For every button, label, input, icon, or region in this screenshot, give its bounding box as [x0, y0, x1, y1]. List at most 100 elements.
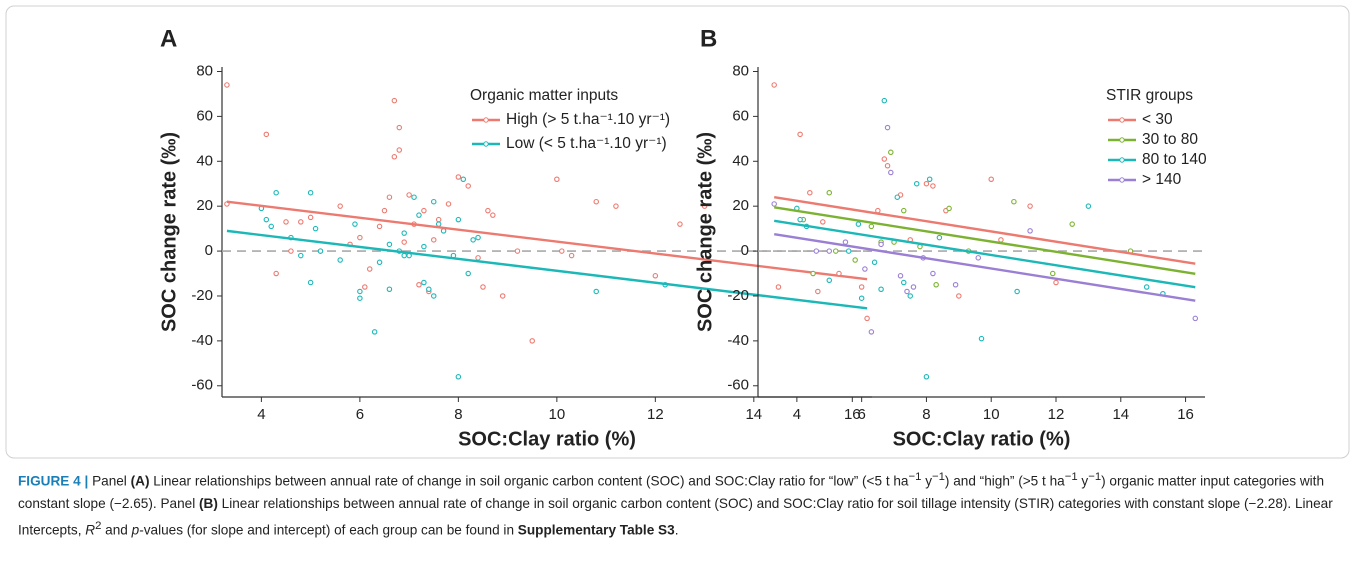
- caption-run: ) organic matter input categories with c…: [18, 473, 1325, 511]
- x-tick-label: 8: [454, 406, 462, 423]
- data-point: [836, 270, 842, 277]
- data-point: [455, 174, 462, 180]
- legend-swatch-point: [1119, 177, 1125, 183]
- x-tick-label: 8: [922, 406, 930, 423]
- data-point: [445, 201, 452, 207]
- legend-label: 30 to 80: [1142, 131, 1198, 148]
- data-point: [490, 212, 496, 218]
- data-point: [357, 288, 363, 295]
- data-point: [435, 221, 442, 227]
- fit-line: [774, 196, 1196, 265]
- data-point: [362, 284, 368, 290]
- data-point: [426, 286, 432, 292]
- caption-run: ) and “high” (>5 t ha: [944, 473, 1065, 489]
- data-point: [455, 374, 462, 380]
- caption: FIGURE 4 | Panel (A) Linear relationship…: [18, 466, 1340, 541]
- x-tick-label: 12: [647, 406, 664, 423]
- fit-line: [774, 206, 1196, 275]
- caption-run: −1: [932, 471, 945, 483]
- fit-line: [226, 229, 868, 310]
- data-point: [1027, 228, 1033, 234]
- data-point: [554, 176, 560, 182]
- x-tick-label: 10: [983, 406, 1000, 423]
- data-point: [470, 237, 476, 243]
- y-tick-label: 60: [732, 107, 749, 124]
- data-point: [878, 286, 884, 292]
- data-point: [901, 279, 907, 286]
- data-point: [224, 82, 230, 88]
- y-tick-label: 60: [196, 107, 213, 124]
- x-axis-label: SOC:Clay ratio (%): [893, 428, 1071, 450]
- data-point: [904, 288, 910, 295]
- data-point: [376, 223, 383, 230]
- data-point: [868, 329, 875, 335]
- data-point: [842, 239, 849, 245]
- data-point: [430, 293, 437, 299]
- data-point: [568, 252, 575, 259]
- data-point: [416, 282, 422, 288]
- data-point: [810, 270, 816, 277]
- data-point: [855, 221, 862, 227]
- fit-line: [774, 219, 1196, 289]
- data-point: [771, 82, 777, 88]
- data-point: [593, 288, 599, 295]
- y-tick-label: 20: [196, 197, 213, 214]
- data-point: [858, 295, 865, 301]
- figure-frame: [5, 5, 1350, 459]
- panel-label: A: [160, 25, 177, 52]
- data-point: [930, 183, 936, 189]
- data-point: [465, 183, 471, 189]
- data-point: [1085, 203, 1092, 209]
- data-point: [998, 237, 1004, 243]
- y-tick-label: 0: [741, 242, 749, 259]
- data-point: [815, 288, 821, 295]
- data-point: [337, 203, 343, 209]
- data-point: [376, 259, 383, 266]
- caption-run: (A): [130, 473, 150, 489]
- data-point: [878, 241, 884, 248]
- data-point: [337, 257, 343, 263]
- data-point: [312, 225, 319, 232]
- x-tick-label: 16: [1177, 406, 1194, 423]
- y-tick-label: 80: [732, 62, 749, 79]
- data-point: [923, 374, 930, 380]
- data-point: [864, 315, 870, 322]
- data-point: [807, 189, 813, 196]
- caption-run: Panel: [92, 473, 131, 489]
- data-point: [1143, 284, 1150, 290]
- data-point: [381, 207, 388, 214]
- data-point: [440, 228, 447, 234]
- data-point: [396, 124, 403, 131]
- data-point: [677, 221, 683, 227]
- y-axis-label: SOC change rate (‰): [158, 132, 180, 332]
- caption-run: −1: [908, 471, 922, 483]
- data-point: [930, 270, 936, 277]
- data-point: [465, 270, 471, 277]
- data-point: [485, 207, 491, 214]
- data-point: [771, 201, 777, 207]
- x-tick-label: 16: [844, 406, 861, 423]
- data-point: [475, 234, 481, 241]
- caption-run: Linear relationships between annual rate…: [149, 473, 909, 489]
- legend-label: 80 to 140: [1142, 151, 1207, 168]
- caption-run: p: [131, 522, 140, 538]
- data-point: [514, 248, 521, 254]
- data-point: [888, 149, 894, 156]
- data-point: [455, 216, 462, 223]
- data-point: [391, 97, 398, 104]
- data-point: [901, 207, 907, 214]
- data-point: [352, 221, 358, 227]
- data-point: [430, 198, 437, 205]
- data-point: [298, 219, 304, 225]
- legend-title: STIR groups: [1106, 87, 1193, 104]
- data-point: [952, 282, 959, 288]
- caption-run: −1: [1064, 471, 1078, 483]
- data-point: [357, 234, 363, 241]
- y-tick-label: -40: [727, 332, 749, 349]
- data-point: [288, 248, 294, 254]
- y-tick-label: 40: [196, 152, 213, 169]
- data-point: [936, 234, 943, 241]
- data-point: [820, 219, 826, 225]
- data-point: [613, 203, 619, 209]
